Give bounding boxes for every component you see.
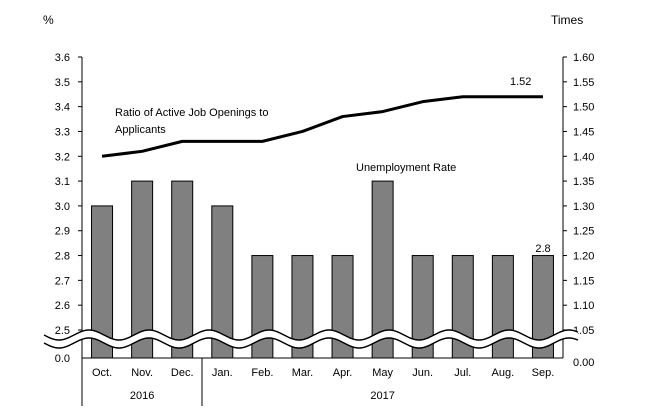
- line-series-label-line2: Applicants: [115, 124, 166, 136]
- right-tick-label: 1.05: [573, 325, 594, 337]
- left-tick-label: 3.0: [55, 201, 70, 213]
- year-label: 2016: [130, 390, 154, 402]
- bar-jun: [411, 255, 434, 359]
- bar-dec: [171, 180, 194, 359]
- x-tick-label: Nov.: [131, 367, 153, 379]
- right-tick-label: 1.15: [573, 275, 594, 287]
- bar-mar: [291, 255, 314, 359]
- right-tick-label: 1.40: [573, 151, 594, 163]
- left-tick-label: 3.4: [55, 102, 70, 114]
- right-tick-label: 1.55: [573, 77, 594, 89]
- x-tick-label: Aug.: [492, 367, 515, 379]
- left-axis-ticks: 3.6 3.5 3.4 3.3 3.2 3.1 3.0 2.9 2.8 2.7 2.6 2.5 0.0: [55, 52, 82, 365]
- plot-frame: [81, 57, 564, 406]
- left-tick-label: 3.3: [55, 126, 70, 138]
- bar-jan: [211, 205, 234, 359]
- bar-series-label: Unemployment Rate: [356, 162, 456, 174]
- ratio-line: [101, 95, 543, 158]
- x-tick-label: Dec.: [171, 367, 194, 379]
- x-tick-label: Jan.: [212, 367, 233, 379]
- year-labels: 2016 2017: [130, 390, 395, 402]
- last-line-value-label: 1.52: [510, 76, 531, 88]
- bar-nov: [131, 180, 154, 359]
- x-tick-label: Jul.: [454, 367, 471, 379]
- line-series-label-line1: Ratio of Active Job Openings to: [115, 107, 268, 119]
- x-tick-label: Jun.: [412, 367, 433, 379]
- bar-may: [371, 180, 394, 359]
- x-tick-label: Feb.: [251, 367, 273, 379]
- right-tick-label: 1.10: [573, 300, 594, 312]
- bars-group: [91, 180, 554, 359]
- x-tick-label: Mar.: [292, 367, 313, 379]
- bar-oct: [91, 205, 114, 359]
- right-tick-label: 1.60: [573, 52, 594, 64]
- left-tick-label: 3.1: [55, 176, 70, 188]
- left-tick-label: 3.6: [55, 52, 70, 64]
- left-tick-label: 2.9: [55, 226, 70, 238]
- right-axis-unit: Times: [551, 13, 583, 27]
- left-tick-label: 2.6: [55, 300, 70, 312]
- x-tick-label: Sep.: [532, 367, 555, 379]
- right-tick-label: 1.50: [573, 102, 594, 114]
- right-zero-label: 0.00: [573, 357, 594, 369]
- left-tick-label: 3.2: [55, 151, 70, 163]
- right-tick-label: 1.20: [573, 251, 594, 263]
- left-zero-label: 0.0: [55, 353, 70, 365]
- x-tick-label: Oct.: [92, 367, 112, 379]
- right-axis-ticks: 1.60 1.55 1.50 1.45 1.40 1.35 1.30 1.25 1.20 1.15…: [563, 52, 594, 369]
- left-tick-label: 2.5: [55, 325, 70, 337]
- last-bar-value-label: 2.8: [535, 243, 550, 255]
- left-tick-label: 2.7: [55, 275, 70, 287]
- year-label: 2017: [370, 390, 394, 402]
- left-tick-label: 2.8: [55, 251, 70, 263]
- left-axis-unit: %: [43, 13, 54, 27]
- right-tick-label: 1.35: [573, 176, 594, 188]
- right-tick-label: 1.25: [573, 226, 594, 238]
- x-tick-label: Apr.: [333, 367, 353, 379]
- x-tick-label: May: [372, 367, 393, 379]
- bar-sep: [531, 255, 554, 359]
- left-tick-label: 3.5: [55, 77, 70, 89]
- axis-break: [43, 329, 579, 349]
- line-series-group: [101, 95, 543, 158]
- right-tick-label: 1.45: [573, 126, 594, 138]
- right-tick-label: 1.30: [573, 201, 594, 213]
- x-axis-labels: Oct. Nov. Dec. Jan. Feb. Mar. Apr. May Jun. Jul. A…: [92, 367, 554, 379]
